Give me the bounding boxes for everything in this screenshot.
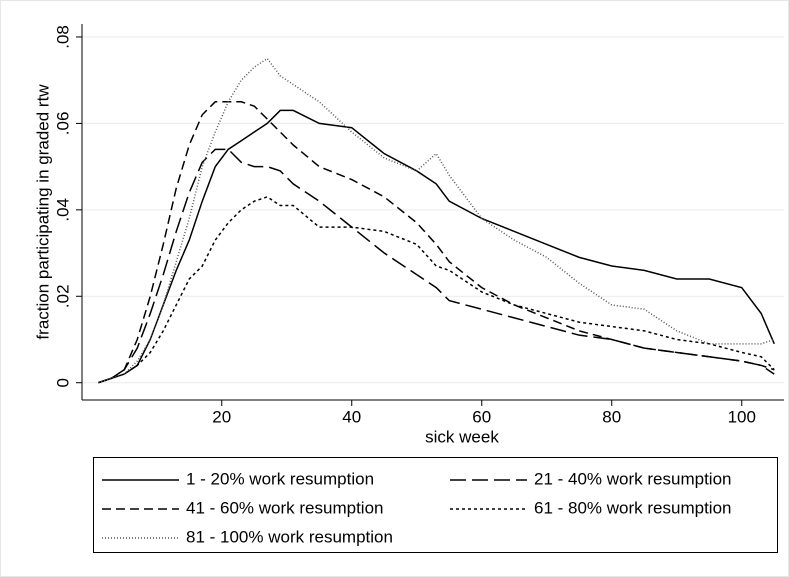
x-axis-label: sick week [425,427,499,446]
legend-label: 81 - 100% work resumption [186,527,393,546]
series-line [98,196,775,384]
legend-label: 21 - 40% work resumption [534,469,731,488]
legend-label: 1 - 20% work resumption [186,469,374,488]
legend-label: 41 - 60% work resumption [186,498,383,517]
series-line [98,109,775,384]
y-axis-label: fraction participating in graded rtw [33,84,52,340]
x-tick-label: 100 [728,407,756,426]
series-line [98,148,775,384]
y-tick-label: .02 [53,284,72,308]
y-tick-label: .04 [53,198,72,222]
x-tick-label: 80 [602,407,621,426]
y-tick-label: .08 [53,25,72,49]
series-line [98,101,775,384]
y-tick-label: 0 [53,378,72,387]
x-tick-label: 20 [212,407,231,426]
legend-box [93,457,778,553]
legend-label: 61 - 80% work resumption [534,498,731,517]
x-tick-label: 40 [342,407,361,426]
x-tick-label: 60 [472,407,491,426]
y-tick-label: .06 [53,112,72,136]
